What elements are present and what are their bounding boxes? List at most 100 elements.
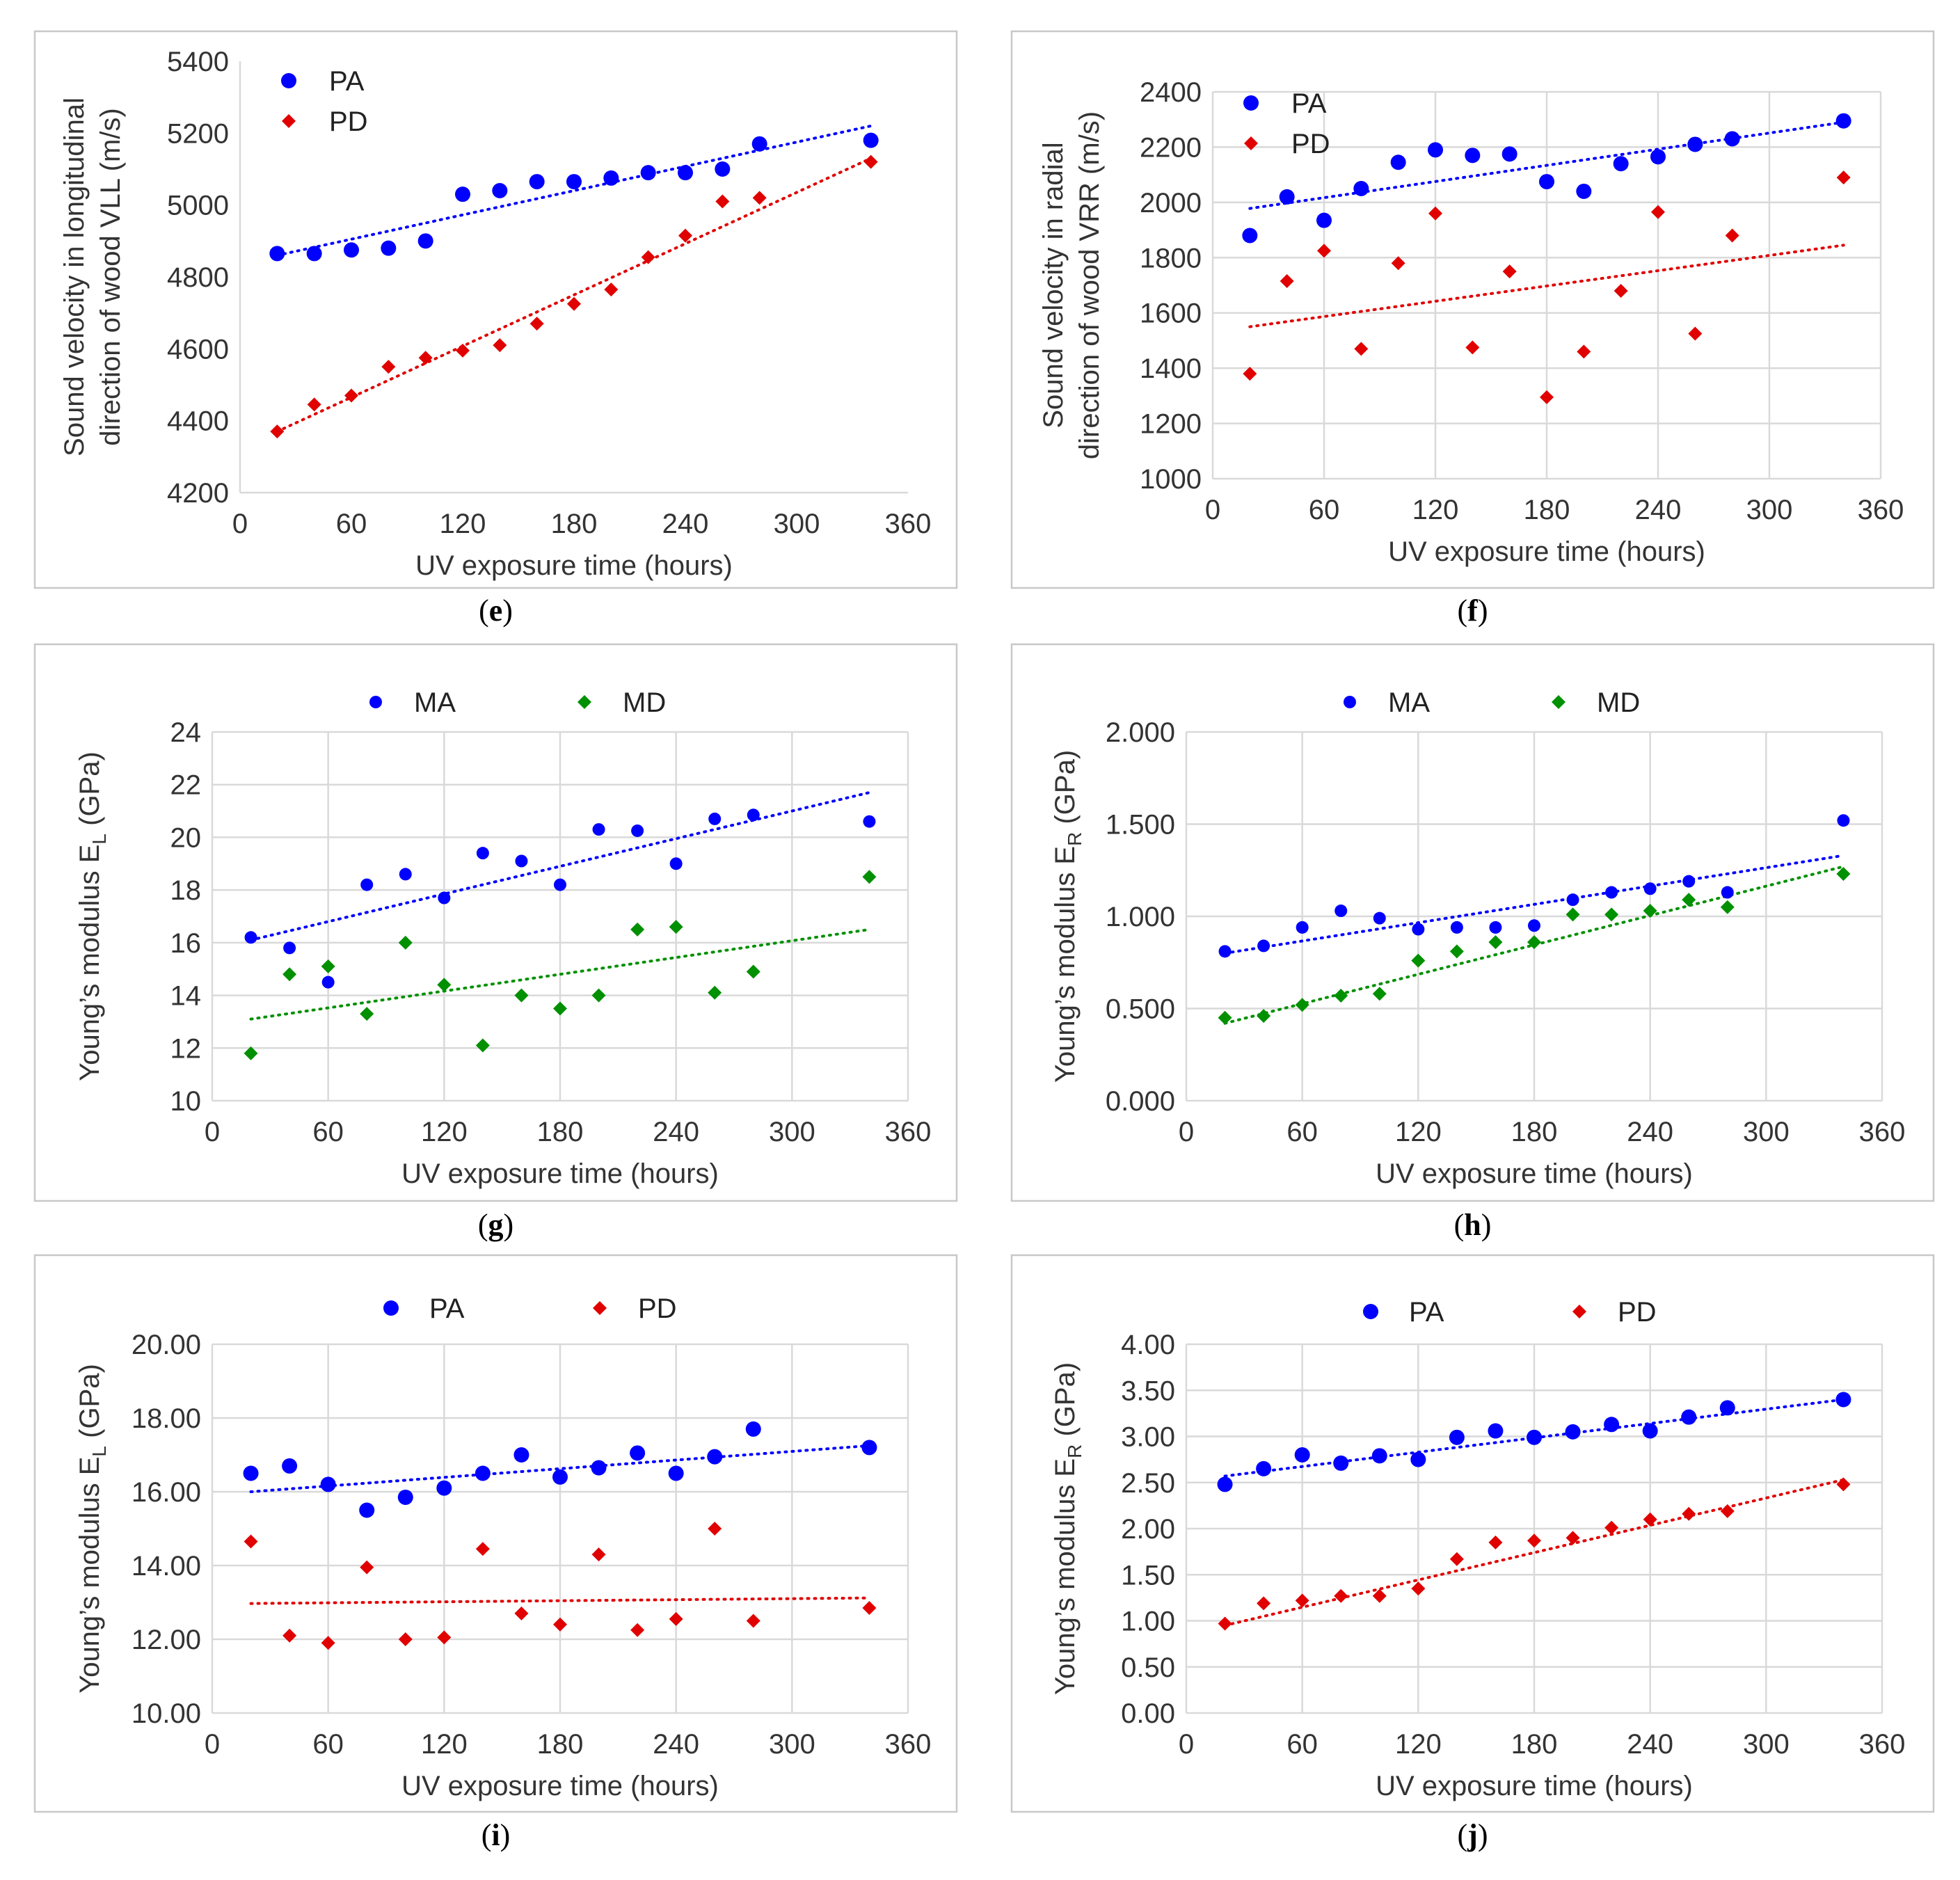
data-point-pa	[1410, 1451, 1426, 1467]
data-point-md	[1334, 988, 1348, 1003]
panel-frame	[33, 643, 958, 1202]
data-point-pa	[1527, 1429, 1542, 1445]
x-tick-label: 120	[1412, 495, 1459, 525]
data-point-pd	[1295, 1593, 1309, 1608]
data-point-pd	[715, 194, 730, 209]
data-point-pa	[1642, 1423, 1658, 1439]
data-point-pa	[243, 1465, 259, 1481]
legend-marker-pd	[1572, 1305, 1586, 1319]
data-point-pd	[1257, 1596, 1271, 1611]
data-point-pa	[344, 242, 359, 258]
data-point-pd	[1317, 244, 1331, 258]
x-tick-label: 120	[1395, 1117, 1442, 1147]
data-point-ma	[244, 931, 257, 944]
y-tick-label: 4200	[167, 478, 229, 509]
panel-caption: (g)	[478, 1208, 513, 1242]
data-point-pd	[752, 191, 767, 205]
x-tick-label: 0	[1205, 495, 1220, 525]
data-point-pd	[604, 282, 619, 297]
data-point-pd	[1218, 1616, 1232, 1631]
data-point-pd	[1449, 1552, 1464, 1566]
data-point-ma	[1450, 921, 1463, 934]
x-tick-label: 180	[537, 1729, 584, 1760]
data-point-ma	[554, 878, 566, 891]
y-tick-label: 22	[170, 770, 202, 801]
x-tick-label: 180	[1524, 495, 1570, 525]
legend: PA PD	[281, 66, 368, 137]
y-tick-label: 1.500	[1106, 810, 1175, 841]
x-tick-label: 60	[312, 1117, 344, 1147]
data-point-md	[244, 1046, 258, 1060]
y-tick-label: 14.00	[132, 1551, 201, 1582]
data-point-pd	[641, 250, 655, 264]
y-tick-label: 0.00	[1121, 1698, 1175, 1729]
data-point-ma	[321, 975, 335, 989]
data-point-pd	[863, 154, 878, 169]
data-point-pd	[678, 228, 692, 243]
data-point-pd	[1372, 1588, 1387, 1603]
data-point-pa	[1353, 181, 1369, 196]
data-point-pa	[1681, 1409, 1697, 1425]
chart-panel-h: 0.000 0.500 1.000 1.500 2.000 0 60 120 180 240 300…	[1010, 643, 1935, 1242]
data-point-ma	[399, 868, 412, 881]
data-point-ma	[1682, 875, 1696, 888]
x-tick-label: 240	[653, 1117, 699, 1147]
x-tick-label: 0	[1179, 1117, 1194, 1147]
y-tick-label: 18.00	[132, 1403, 201, 1434]
trendline-pa	[249, 1444, 871, 1493]
x-tick-label: 240	[1627, 1729, 1673, 1760]
data-point-md	[514, 988, 529, 1003]
data-point-pd	[630, 1623, 645, 1637]
legend-label-md: MD	[623, 687, 666, 718]
data-point-md	[321, 959, 335, 973]
svg-text:Sound velocity in radial: Sound velocity in radial	[1038, 142, 1069, 428]
legend-marker-pa	[1243, 95, 1259, 111]
trendline-pa	[1248, 120, 1845, 210]
svg-text:Young’s modulus EL (GPa): Young’s modulus EL (GPa)	[74, 751, 110, 1081]
x-tick-label: 360	[885, 1729, 932, 1760]
data-point-pa	[436, 1480, 452, 1496]
data-point-ma	[1528, 919, 1540, 932]
legend-label-pa: PA	[329, 66, 365, 97]
x-tick-label: 0	[1179, 1729, 1194, 1760]
trendline-pd	[1223, 1478, 1845, 1627]
y-tick-label: 0.500	[1106, 994, 1175, 1025]
x-tick-label: 120	[1395, 1729, 1442, 1760]
x-tick-label: 120	[440, 509, 486, 539]
data-point-pd	[1604, 1520, 1619, 1535]
data-point-pd	[669, 1611, 683, 1626]
data-point-pd	[1614, 283, 1628, 298]
y-tick-label: 1000	[1140, 464, 1202, 495]
x-tick-label: 0	[232, 509, 248, 539]
data-point-pa	[745, 1421, 761, 1437]
data-point-pa	[1217, 1476, 1233, 1492]
data-point-md	[398, 935, 413, 950]
data-point-pd	[1465, 340, 1480, 355]
x-tick-label: 60	[1286, 1117, 1318, 1147]
x-tick-label: 120	[421, 1729, 468, 1760]
trendline-pd	[1248, 244, 1845, 328]
data-point-pa	[1565, 1424, 1581, 1440]
data-point-pa	[513, 1447, 529, 1463]
data-point-pa	[1316, 212, 1332, 228]
data-point-ma	[1489, 921, 1502, 934]
data-point-md	[1488, 935, 1503, 950]
y-tick-label: 20	[170, 822, 202, 853]
data-point-pa	[1835, 113, 1851, 129]
x-tick-label: 180	[537, 1117, 584, 1147]
data-point-pd	[1565, 1531, 1580, 1545]
data-point-ma	[669, 857, 683, 870]
x-axis-title: UV exposure time (hours)	[415, 550, 733, 581]
data-point-pd	[1688, 326, 1703, 341]
data-point-md	[282, 967, 297, 982]
data-point-pa	[269, 246, 285, 262]
x-axis-title: UV exposure time (hours)	[1388, 536, 1705, 567]
data-point-md	[553, 1001, 567, 1016]
y-tick-label: 12.00	[132, 1625, 201, 1655]
data-point-pa	[1687, 136, 1703, 152]
data-point-pa	[320, 1476, 336, 1492]
panel-frame	[1010, 30, 1935, 589]
chart-panel-i: 10.00 12.00 14.00 16.00 18.00 20.00 0 60 120 180 2…	[33, 1254, 958, 1852]
data-point-pa	[1371, 1448, 1387, 1464]
